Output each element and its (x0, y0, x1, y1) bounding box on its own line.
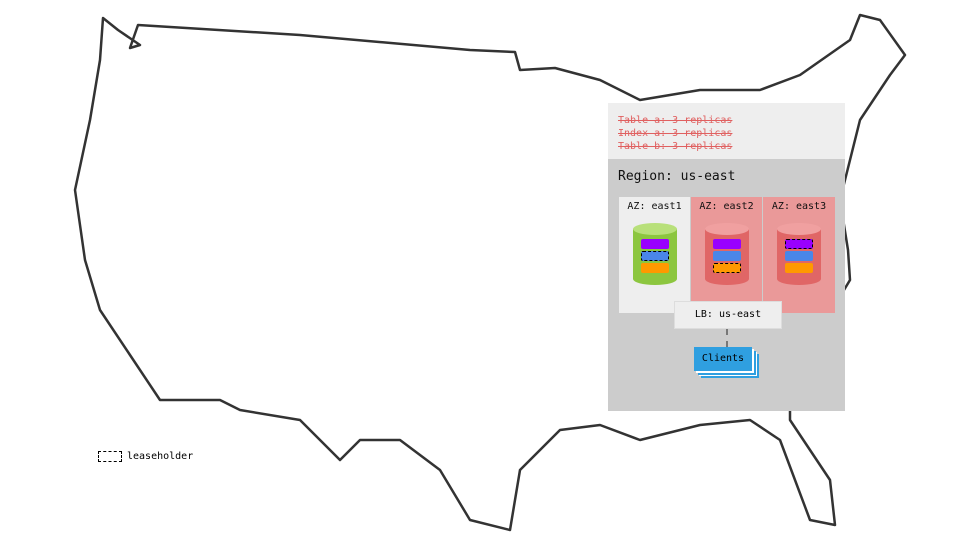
region-title: Region: us-east (618, 169, 736, 184)
az-label: AZ: east1 (627, 201, 682, 212)
range-blue (785, 251, 813, 261)
legend: leaseholder (98, 451, 193, 462)
leaseholder-swatch (98, 451, 122, 462)
legend-label: leaseholder (127, 451, 194, 462)
replica-line: Table b: 3 replicas (618, 141, 733, 152)
range-purple (641, 239, 669, 249)
range-purple (713, 239, 741, 249)
az-east1: AZ: east1 (619, 197, 690, 313)
load-balancer: LB: us-east (674, 301, 782, 329)
az-east3: AZ: east3 (763, 197, 835, 313)
clients-box: Clients (694, 347, 752, 371)
range-blue-leaseholder (641, 251, 669, 261)
replica-line: Index a: 3 replicas (618, 128, 733, 139)
replica-line: Table a: 3 replicas (618, 115, 733, 126)
az-label: AZ: east3 (771, 201, 827, 212)
range-purple-leaseholder (785, 239, 813, 249)
az-label: AZ: east2 (699, 201, 754, 212)
az-east2: AZ: east2 (691, 197, 762, 313)
connector-line (726, 329, 728, 347)
range-orange-leaseholder (713, 263, 741, 273)
range-blue (713, 251, 741, 261)
range-orange (785, 263, 813, 273)
replica-config-panel: Table a: 3 replicas Index a: 3 replicas … (608, 103, 845, 159)
region-us-east: Region: us-east AZ: east1 AZ: east2 AZ: … (608, 159, 845, 411)
range-orange (641, 263, 669, 273)
